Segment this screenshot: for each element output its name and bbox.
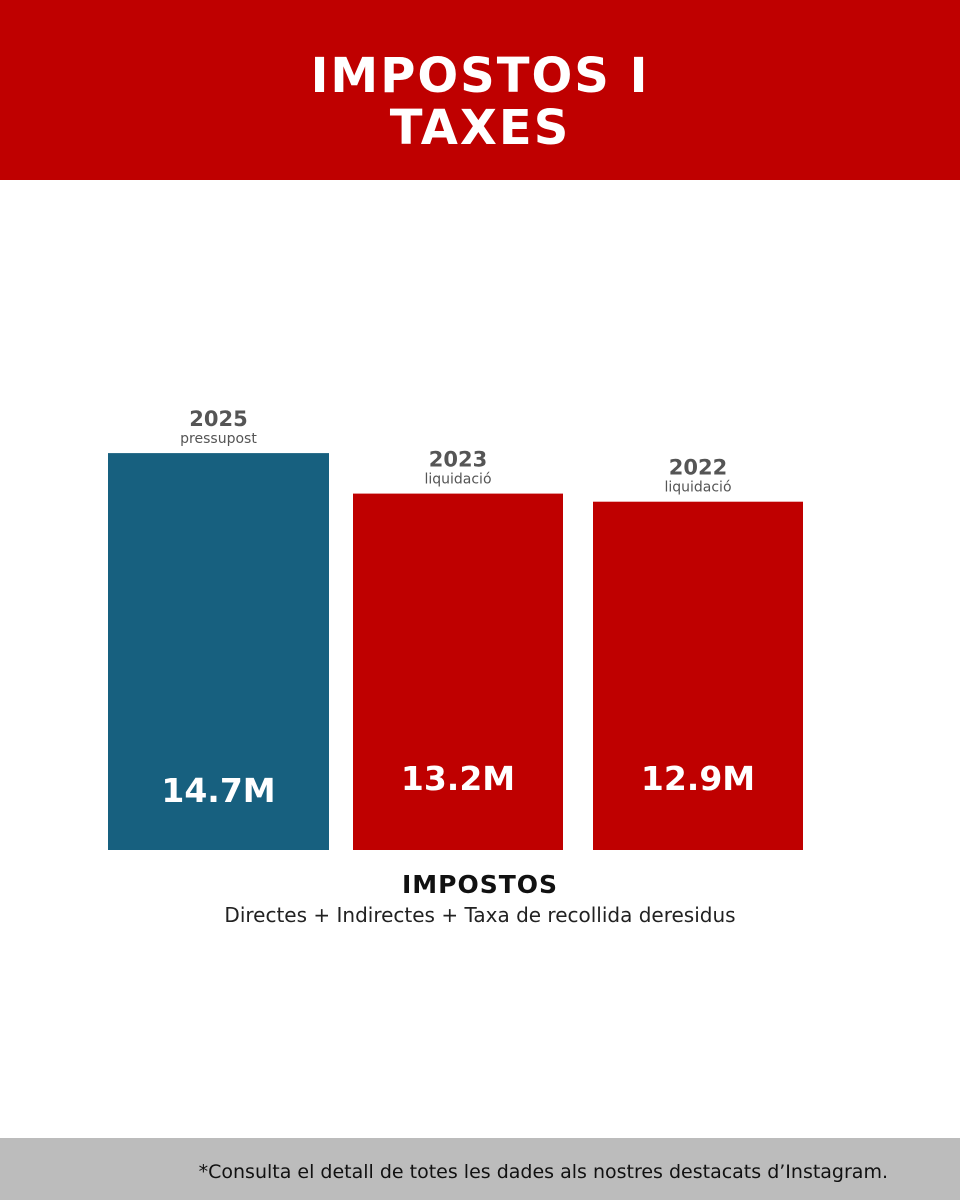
- bar-year-label: 2023: [429, 448, 487, 472]
- bar-sublabel: liquidació: [664, 480, 731, 496]
- bar-sublabel: pressupost: [180, 431, 257, 447]
- bar-sublabel: liquidació: [424, 472, 491, 488]
- bar-year-label: 2022: [669, 456, 727, 480]
- bar-2022: [593, 501, 803, 850]
- bar-2025: [108, 453, 329, 850]
- x-axis-subtitle: Directes + Indirectes + Taxa de recollid…: [224, 903, 736, 927]
- bar-chart: 2025pressupost14.7M2023liquidació13.2M20…: [108, 407, 803, 850]
- bar-value-label: 12.9M: [641, 759, 755, 798]
- bar-2023: [353, 493, 563, 850]
- header-banner: IMPOSTOS I TAXES: [0, 0, 960, 180]
- footer-note: *Consulta el detall de totes les dades a…: [198, 1161, 888, 1183]
- bar-year-label: 2025: [189, 407, 247, 431]
- x-axis-title: IMPOSTOS: [401, 870, 559, 899]
- bar-value-label: 13.2M: [401, 759, 515, 798]
- bar-value-label: 14.7M: [161, 771, 275, 810]
- footer-bar: *Consulta el detall de totes les dades a…: [0, 1138, 960, 1200]
- page-title: IMPOSTOS I TAXES: [310, 48, 650, 156]
